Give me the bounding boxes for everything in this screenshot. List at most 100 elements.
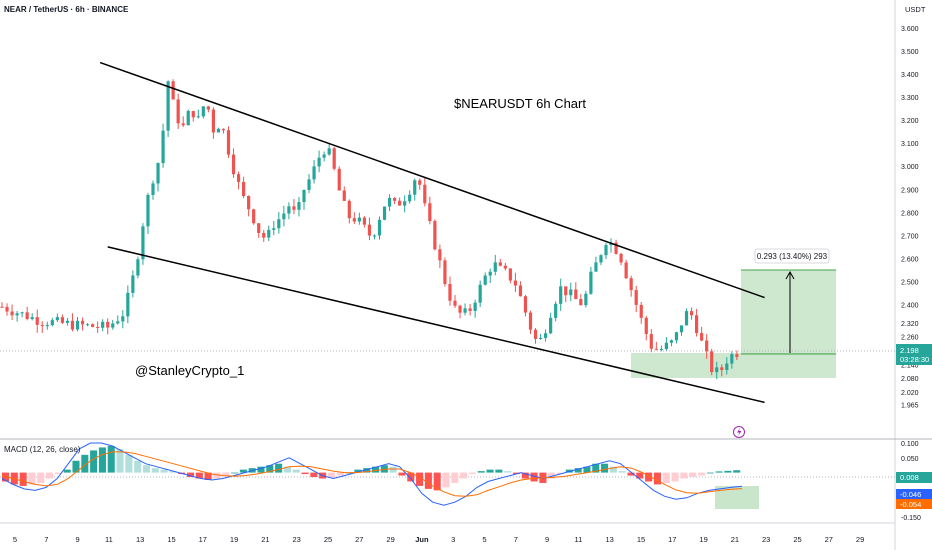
price-axis-ticks[interactable]: 3.600 3.500 3.400 3.300 3.200 3.100 3.000 2.900…: [901, 26, 919, 410]
candle-body: [418, 180, 422, 185]
candle-body: [106, 321, 110, 328]
candle-body: [267, 229, 271, 238]
price-tick-label: 2.400: [901, 302, 919, 309]
time-tick-label: 25: [793, 535, 801, 544]
target-zone[interactable]: [741, 270, 836, 354]
macd-indicator-label[interactable]: MACD (12, 26, close): [4, 445, 81, 454]
candle-body: [337, 168, 341, 191]
macd-histogram-bar: [46, 472, 54, 479]
candle-body: [40, 324, 44, 326]
candle-body: [599, 255, 603, 263]
candle-body: [282, 213, 286, 220]
time-axis-ticks[interactable]: 5 7 9 11 13 15 17 19 21 23 25 27 29 Jun 3 5 7 9 11 13 15 17 19…: [13, 535, 864, 544]
candle-body: [60, 317, 64, 323]
candle-body: [513, 280, 517, 286]
price-tick-label: 3.400: [901, 72, 919, 79]
macd-histogram-bar: [671, 472, 679, 482]
candle-body: [231, 154, 236, 175]
channel-upper-line[interactable]: [99, 61, 765, 299]
macd-histogram-bar: [416, 472, 424, 486]
candle-body: [247, 195, 251, 210]
candle-body: [393, 198, 397, 201]
candle-body: [689, 311, 694, 316]
price-tick-label: 2.140: [901, 362, 919, 369]
candle-body: [669, 340, 674, 343]
candle-body: [443, 260, 447, 285]
candle-body: [594, 262, 598, 272]
symbol-title[interactable]: NEAR / TetherUS · 6h · BINANCE: [4, 5, 129, 14]
macd-histogram-bar: [530, 472, 538, 482]
candle-body: [387, 198, 392, 207]
macd-histogram-bar: [636, 472, 644, 479]
candle-body: [372, 235, 377, 237]
signal-line-tag-value: -0.054: [900, 500, 921, 509]
time-tick-label: 13: [136, 535, 144, 544]
macd-histogram-bar: [72, 460, 80, 473]
macd-histogram-bar: [592, 463, 600, 473]
macd-histogram-bar: [618, 471, 626, 473]
candle-body: [518, 285, 523, 297]
candle-body: [15, 313, 19, 316]
macd-histogram-bar: [19, 472, 27, 486]
candle-body: [121, 316, 125, 322]
support-zone[interactable]: [631, 353, 836, 378]
price-tick-label: 3.100: [901, 141, 919, 148]
candle-body: [45, 325, 49, 327]
time-tick-label: 7: [514, 535, 518, 544]
macd-histogram-bar: [107, 445, 115, 473]
time-tick-label: 25: [324, 535, 332, 544]
macd-histogram-bar: [477, 471, 485, 473]
candle-body: [715, 367, 719, 373]
macd-histogram-bar: [583, 466, 591, 473]
macd-histogram-bar: [213, 472, 221, 479]
macd-histogram-bar: [134, 460, 142, 473]
candle-body: [654, 348, 658, 350]
candle-body: [705, 340, 709, 352]
candle-body: [423, 184, 427, 204]
macd-histogram-bar: [98, 447, 106, 473]
candle-body: [458, 305, 462, 313]
candle-body: [211, 109, 215, 133]
candle-body: [161, 130, 165, 164]
candle-body: [10, 311, 14, 316]
candle-body: [307, 179, 311, 190]
candle-body: [357, 217, 361, 222]
macd-histogram-bar: [689, 472, 697, 478]
time-tick-label: 17: [199, 535, 207, 544]
candle-body: [206, 106, 210, 110]
macd-histogram-bar: [697, 472, 705, 476]
last-price-tag: [896, 344, 932, 365]
candle-body: [262, 232, 266, 238]
price-tick-label: 2.260: [901, 335, 919, 342]
candle-body: [141, 226, 145, 260]
measure-label-box: [754, 248, 830, 264]
candle-body: [196, 116, 200, 118]
candle-body: [604, 245, 608, 256]
macd-histogram-bar: [142, 465, 150, 473]
candle-body: [498, 262, 502, 266]
macd-histogram-bar: [715, 471, 723, 473]
macd-histogram-bar: [521, 472, 529, 479]
price-tick-label: 2.080: [901, 376, 919, 383]
time-tick-label: 9: [76, 535, 80, 544]
candlestick-series: [0, 79, 739, 380]
channel-lower-line[interactable]: [107, 246, 765, 404]
candle-body: [302, 189, 306, 203]
candle-body: [382, 206, 387, 220]
price-axis-unit: USDT: [905, 5, 926, 14]
time-tick-label: 29: [386, 535, 394, 544]
candle-body: [80, 320, 85, 325]
candle-body: [136, 259, 140, 276]
candle-body: [0, 306, 4, 308]
candle-body: [297, 202, 301, 210]
price-tick-label: 2.700: [901, 233, 919, 240]
candle-body: [735, 354, 739, 357]
macd-histogram-bar: [195, 472, 203, 479]
candle-body: [549, 317, 553, 334]
time-tick-label: 15: [167, 535, 175, 544]
macd-histogram-bar: [151, 468, 159, 473]
macd-histogram-bar: [160, 469, 168, 473]
candle-body: [649, 334, 653, 349]
macd-histogram: [2, 445, 741, 491]
